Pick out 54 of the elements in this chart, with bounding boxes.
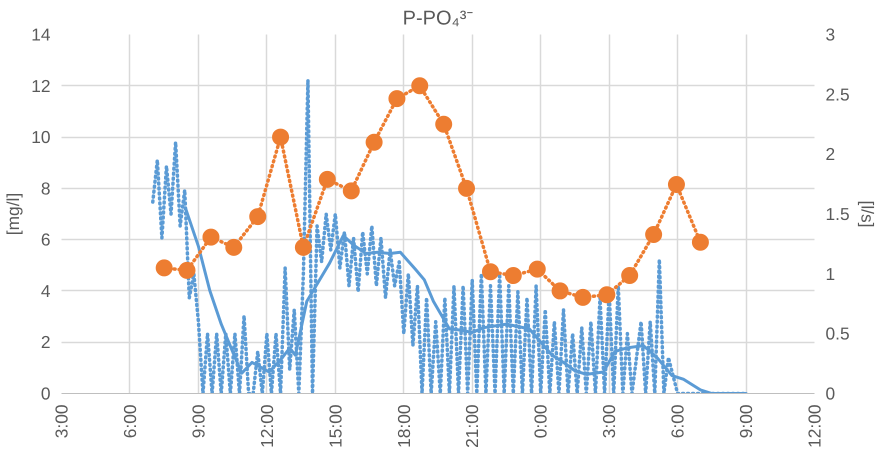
point [272, 128, 290, 146]
point [668, 176, 685, 193]
point [621, 267, 638, 284]
y2-axis-title: [l/s] [858, 200, 878, 228]
point [202, 228, 220, 246]
y2-tick-label: 3 [826, 24, 836, 44]
x-tick-label: 15:00 [325, 404, 346, 448]
y2-tick-label: 1 [826, 264, 836, 284]
x-tick-label: 0:00 [530, 404, 551, 438]
y2-tick-label: 0.5 [826, 324, 850, 344]
point [366, 134, 383, 151]
point [482, 263, 499, 280]
point [692, 234, 709, 251]
y-tick-label: 2 [40, 332, 51, 352]
point [156, 259, 173, 276]
point [411, 77, 428, 94]
point [225, 238, 242, 256]
point [249, 208, 266, 226]
point [645, 226, 662, 243]
point [178, 262, 196, 279]
point [552, 282, 569, 300]
x-tick-label: 9:00 [188, 404, 208, 438]
y-tick-label: 14 [31, 24, 51, 44]
point [528, 260, 546, 278]
point [318, 170, 336, 188]
y2-tick-label: 0 [826, 384, 836, 404]
point [458, 180, 476, 197]
y-tick-label: 8 [40, 178, 51, 198]
x-tick-label: 6:00 [120, 404, 140, 438]
x-tick-label: 6:00 [668, 404, 688, 438]
x-tick-label: 18:00 [394, 404, 414, 448]
point [504, 267, 522, 284]
x-tick-label: 12:00 [804, 404, 824, 448]
point [598, 286, 616, 304]
x-tick-label: 12:00 [256, 404, 277, 448]
y-tick-label: 4 [40, 280, 51, 301]
x-tick-label: 3:00 [599, 404, 620, 438]
y-tick-label: 6 [40, 230, 51, 250]
x-tick-label: 21:00 [462, 404, 482, 448]
y-tick-label: 10 [31, 127, 51, 148]
point [574, 288, 592, 306]
y2-tick-label: 2 [826, 144, 836, 164]
point [435, 116, 452, 133]
x-tick-label: 3:00 [52, 404, 72, 438]
point [294, 238, 312, 256]
point [388, 90, 406, 108]
y-tick-label: 12 [31, 76, 51, 96]
point [342, 182, 360, 200]
y-axis-title: [mg/l] [3, 192, 24, 236]
y2-tick-label: 1.5 [826, 204, 850, 224]
y-tick-label: 0 [40, 384, 51, 404]
chart-title: P-PO₄³⁻ [402, 8, 474, 30]
x-tick-label: 9:00 [736, 404, 756, 438]
y2-tick-label: 2.5 [826, 84, 850, 104]
